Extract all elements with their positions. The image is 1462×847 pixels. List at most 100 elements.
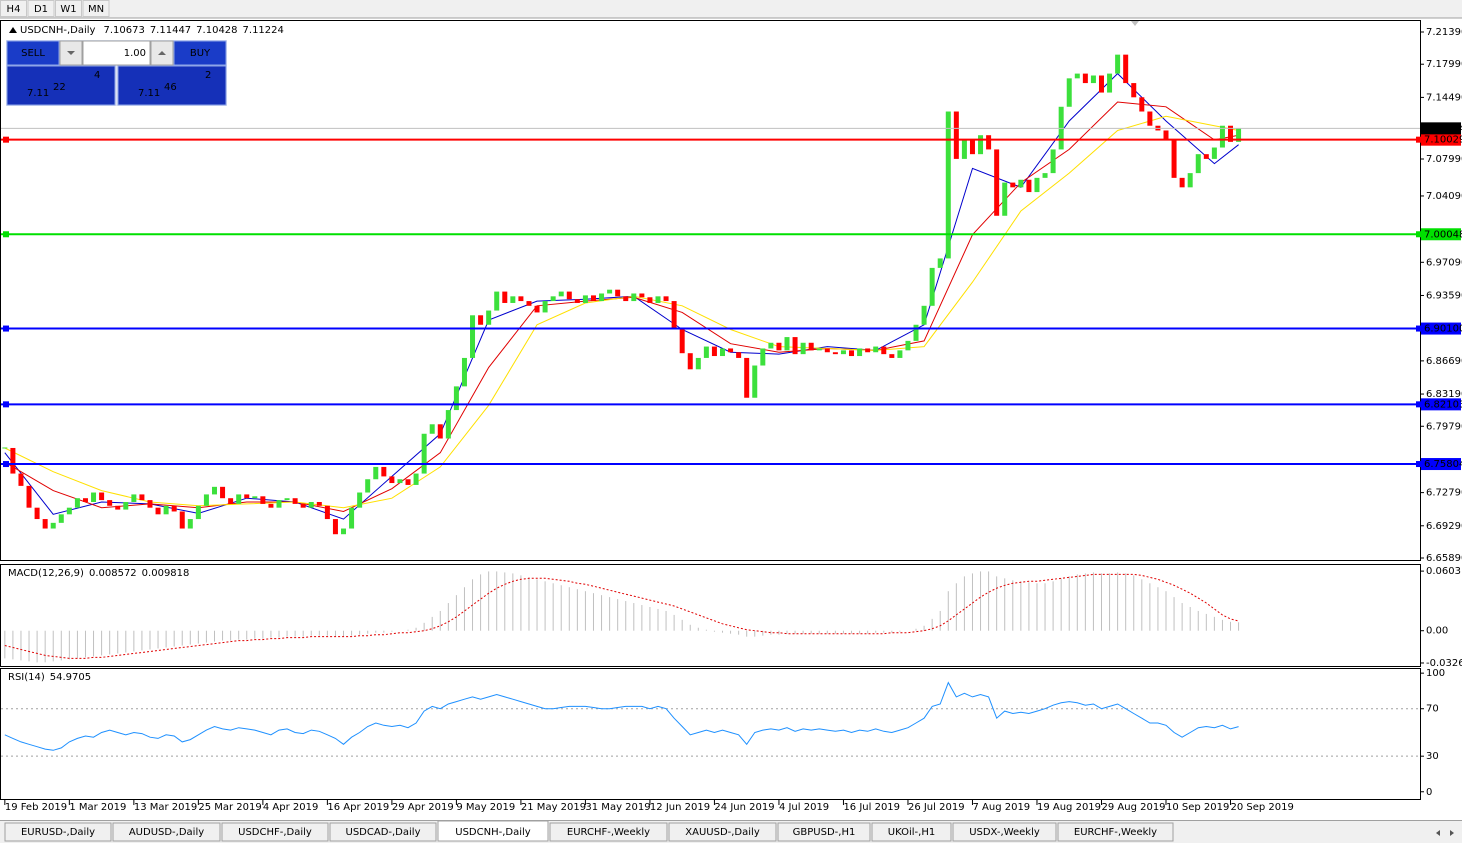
macd-title: MACD(12,26,9) xyxy=(8,568,84,579)
y-tick-label: 0.060317 xyxy=(1426,566,1462,577)
tab-active[interactable] xyxy=(437,820,549,842)
timeframe-button[interactable] xyxy=(82,0,110,17)
candle xyxy=(220,486,226,499)
tab-scroll-right[interactable] xyxy=(1450,830,1454,836)
level-handle[interactable] xyxy=(3,325,9,332)
tab[interactable] xyxy=(952,822,1057,842)
tab[interactable] xyxy=(777,822,871,842)
timeframe-label: W1 xyxy=(60,4,76,15)
toolbar xyxy=(0,0,1462,18)
level-label-box xyxy=(1421,458,1461,471)
y-tick-label: 7.14490 xyxy=(1426,92,1462,103)
candle xyxy=(1002,182,1008,216)
macd-signal xyxy=(4,573,1239,659)
x-tick-label: 13 Mar 2019 xyxy=(134,802,197,813)
candle xyxy=(1082,73,1088,84)
candle xyxy=(792,337,798,355)
candle xyxy=(808,342,814,351)
candle xyxy=(1107,73,1113,93)
candle xyxy=(74,498,80,508)
candle xyxy=(1026,179,1032,193)
candle xyxy=(865,348,871,353)
y-tick-label: 6.69290 xyxy=(1426,521,1462,532)
timeframe-button[interactable] xyxy=(27,0,55,17)
x-tick-label: 29 Aug 2019 xyxy=(1101,802,1165,813)
candle xyxy=(155,507,161,515)
level-handle[interactable] xyxy=(3,136,9,143)
candle xyxy=(437,424,443,439)
level-handle[interactable] xyxy=(3,401,9,408)
candle xyxy=(349,507,355,529)
tab[interactable] xyxy=(221,822,329,842)
candle xyxy=(292,498,298,504)
tab[interactable] xyxy=(549,822,668,842)
tab[interactable] xyxy=(4,822,112,842)
candle xyxy=(324,505,330,520)
bar-low: 7.10428 xyxy=(196,25,237,36)
candle xyxy=(252,496,258,499)
candle xyxy=(752,365,758,398)
lot-up-arrow[interactable] xyxy=(158,51,166,55)
candle xyxy=(711,346,717,357)
x-tick-label: 1 Mar 2019 xyxy=(69,802,126,813)
candle xyxy=(994,149,1000,216)
y-tick-label: 100 xyxy=(1426,668,1445,679)
candle xyxy=(526,301,532,306)
collapse-icon[interactable] xyxy=(9,27,17,33)
y-tick-label: 7.17990 xyxy=(1426,59,1462,70)
candle xyxy=(550,296,556,302)
candle xyxy=(857,348,863,357)
candle xyxy=(381,466,387,477)
candle xyxy=(1187,173,1193,188)
sell-label: SELL xyxy=(21,48,45,59)
bar-open: 7.10673 xyxy=(103,25,144,36)
y-tick-label: 6.79790 xyxy=(1426,421,1462,432)
candle xyxy=(373,466,379,480)
candle xyxy=(663,296,669,302)
level-handle[interactable] xyxy=(1416,461,1422,468)
level-handle[interactable] xyxy=(3,231,9,238)
bid-label: 7.11224 xyxy=(1424,123,1462,134)
level-handle[interactable] xyxy=(1416,231,1422,238)
tab[interactable] xyxy=(329,822,437,842)
candle xyxy=(897,350,903,358)
candle xyxy=(244,494,250,499)
candle xyxy=(123,501,129,510)
price-box[interactable] xyxy=(6,65,116,106)
level-label-box xyxy=(1421,322,1461,335)
price-box[interactable] xyxy=(117,65,227,106)
tab[interactable] xyxy=(112,822,221,842)
tab[interactable] xyxy=(1057,822,1174,842)
y-tick-label: 6.83190 xyxy=(1426,389,1462,400)
candle xyxy=(332,519,338,535)
tab-scroll-left[interactable] xyxy=(1436,830,1440,836)
tab[interactable] xyxy=(668,822,777,842)
macd-header: MACD(12,26,9) 0.008572 0.009818 xyxy=(8,568,189,579)
candle xyxy=(655,296,661,303)
tab[interactable] xyxy=(871,822,952,842)
candle xyxy=(510,296,516,303)
candle xyxy=(284,498,290,501)
candle xyxy=(1195,154,1201,174)
sell-button[interactable] xyxy=(6,40,60,66)
level-handle[interactable] xyxy=(1416,401,1422,408)
level-handle[interactable] xyxy=(3,461,9,468)
candle xyxy=(18,473,24,486)
timeframe-button[interactable] xyxy=(55,0,82,17)
candle xyxy=(187,519,193,529)
lot-input[interactable] xyxy=(82,40,151,66)
candle xyxy=(171,505,177,512)
candle xyxy=(66,507,72,515)
candle xyxy=(50,522,56,529)
candle xyxy=(147,500,153,508)
lot-down-arrow[interactable] xyxy=(67,51,75,55)
timeframe-button[interactable] xyxy=(0,0,27,17)
buy-button[interactable] xyxy=(173,40,227,66)
lot-value: 1.00 xyxy=(124,48,146,59)
level-label: 7.00048 xyxy=(1424,229,1462,240)
candle xyxy=(558,291,564,297)
candle xyxy=(405,479,411,485)
level-handle[interactable] xyxy=(1416,136,1422,143)
level-handle[interactable] xyxy=(1416,325,1422,332)
